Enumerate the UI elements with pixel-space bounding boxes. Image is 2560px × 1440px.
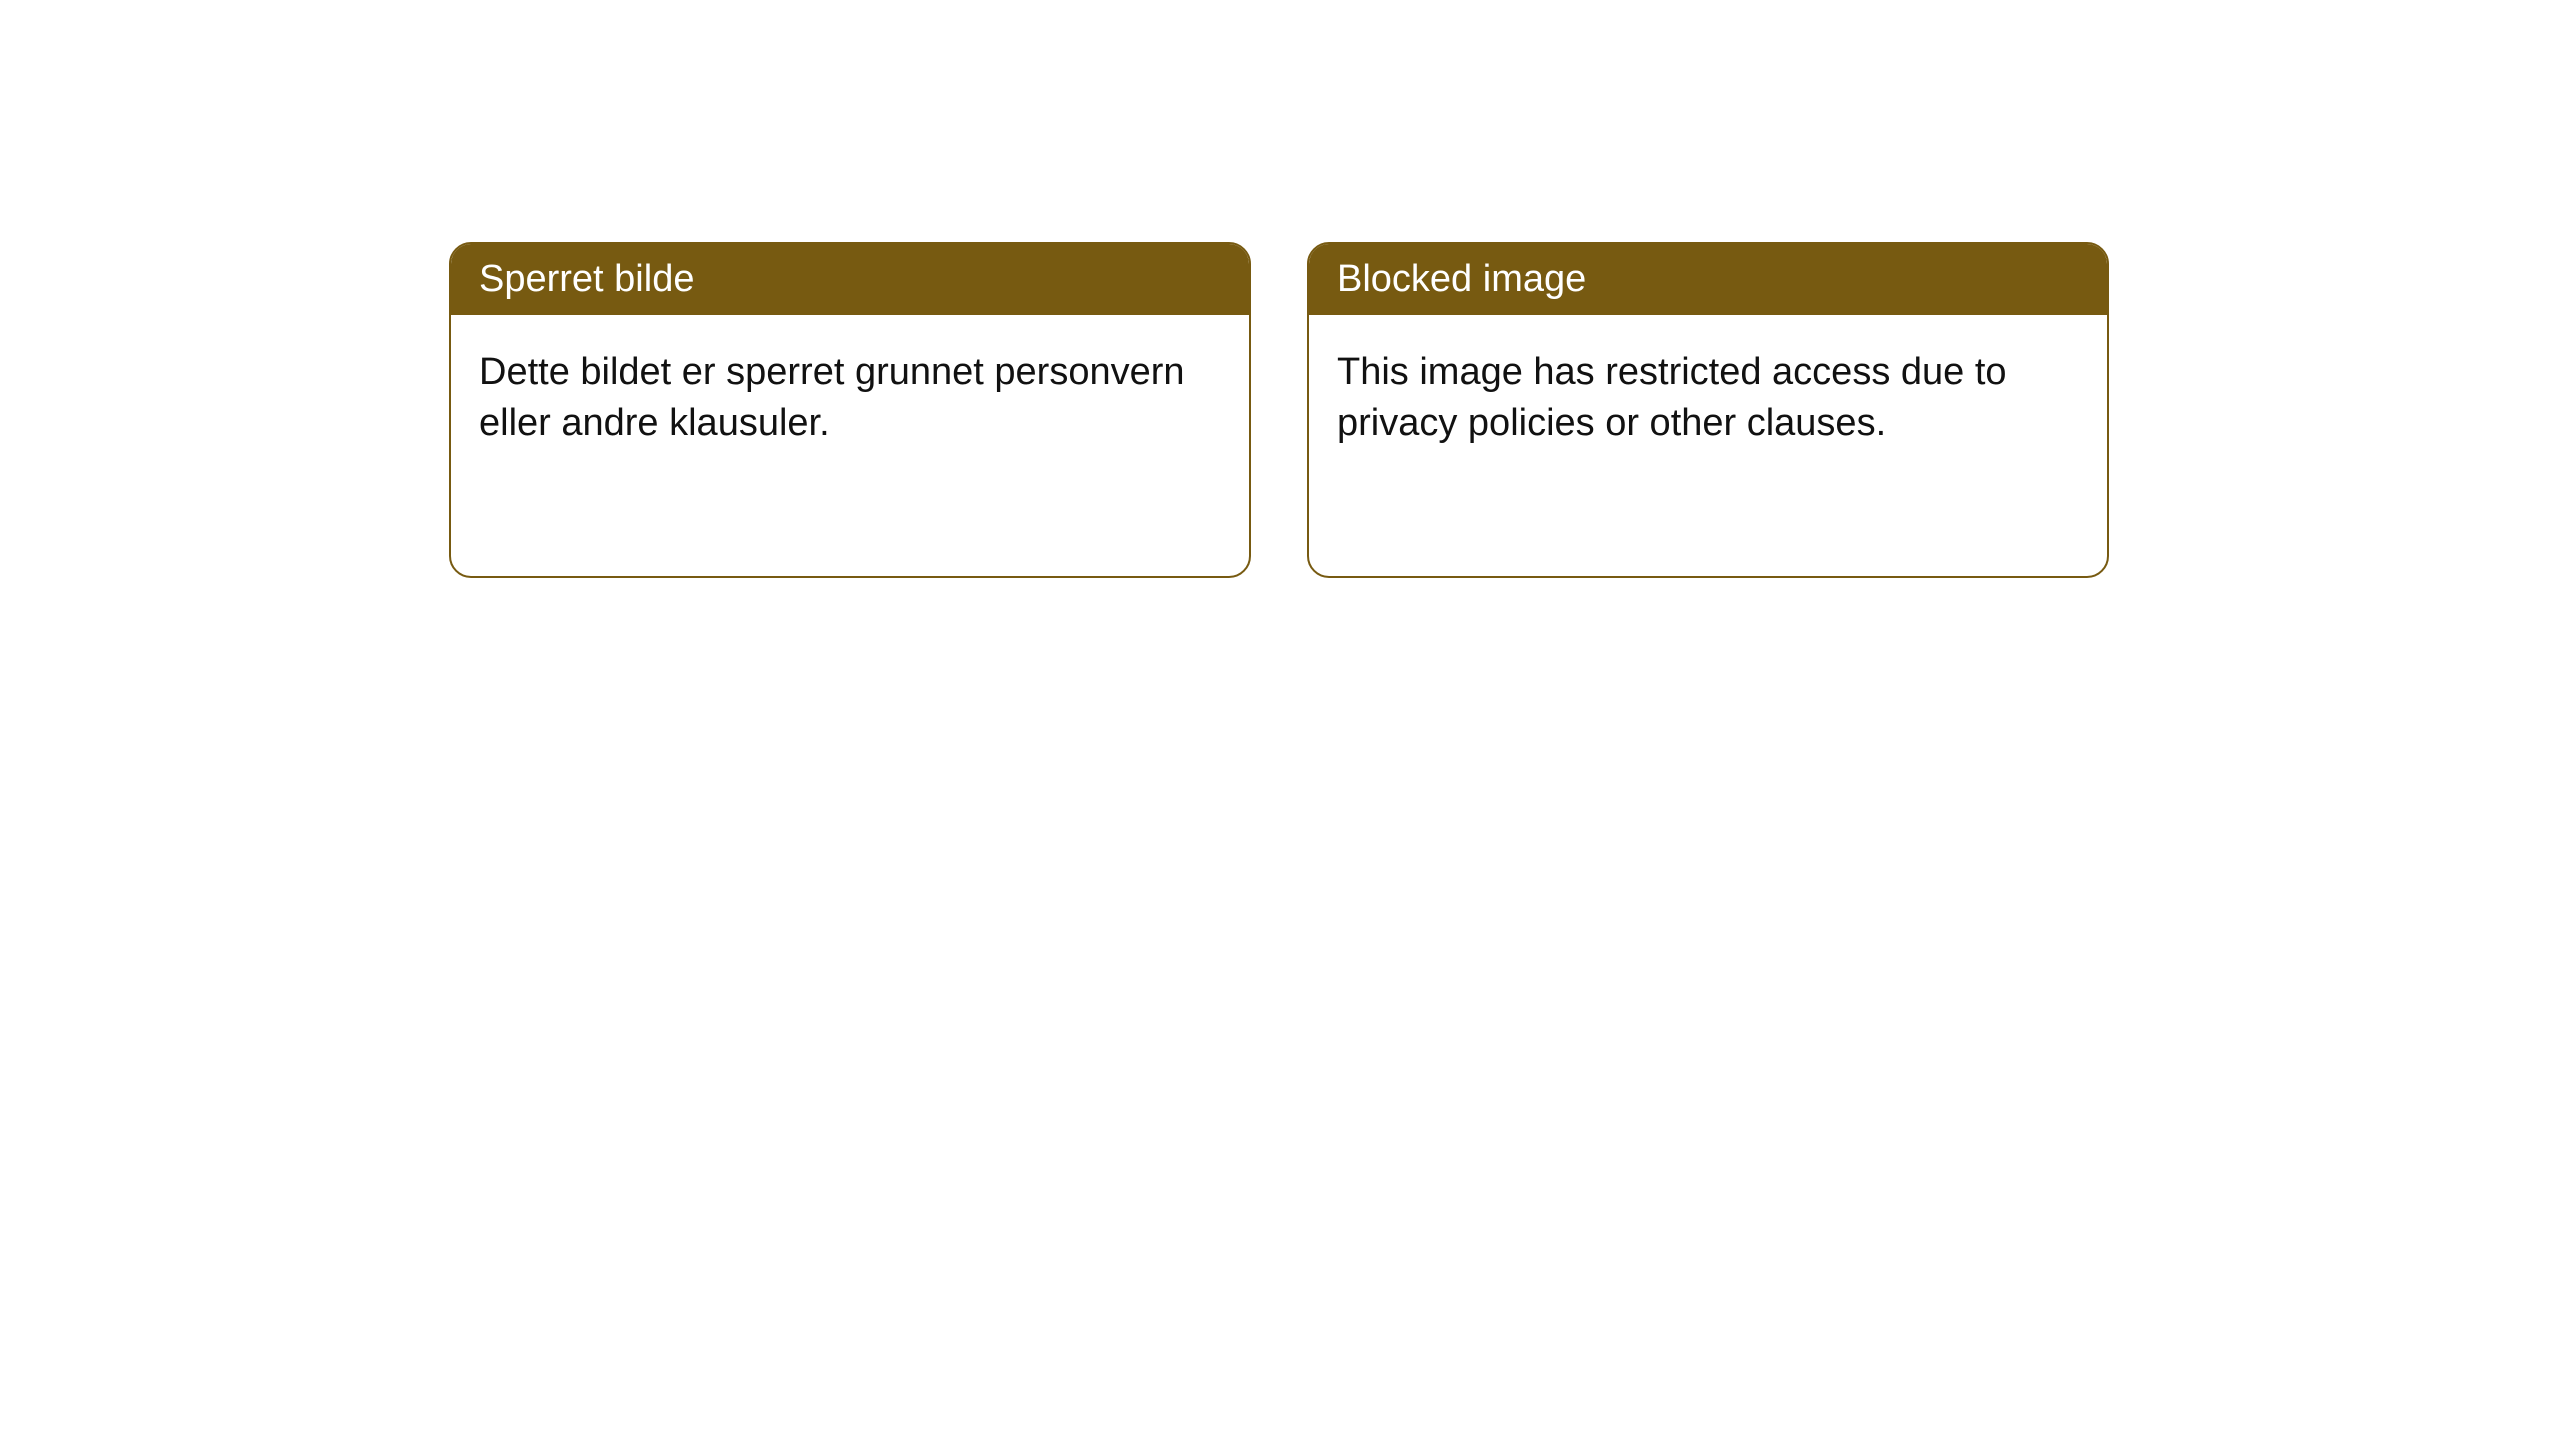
info-cards-row: Sperret bilde Dette bildet er sperret gr…: [449, 242, 2109, 578]
card-body-no: Dette bildet er sperret grunnet personve…: [451, 315, 1249, 482]
blocked-image-card-no: Sperret bilde Dette bildet er sperret gr…: [449, 242, 1251, 578]
card-body-en: This image has restricted access due to …: [1309, 315, 2107, 482]
card-header-en: Blocked image: [1309, 244, 2107, 315]
card-header-no: Sperret bilde: [451, 244, 1249, 315]
blocked-image-card-en: Blocked image This image has restricted …: [1307, 242, 2109, 578]
